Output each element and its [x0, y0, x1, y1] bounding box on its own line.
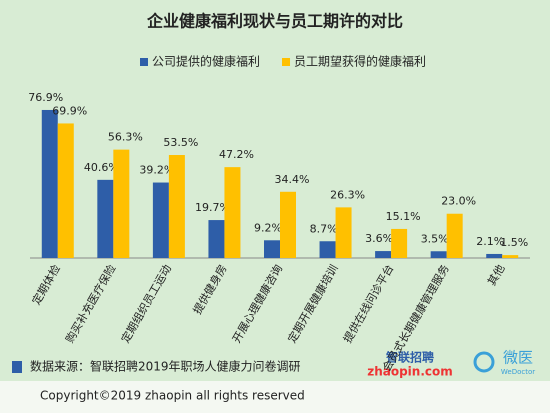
- data-label: 76.9%: [28, 91, 63, 104]
- data-label: 40.6%: [84, 161, 119, 174]
- bar: [57, 123, 74, 258]
- bar: [280, 191, 296, 258]
- bar: [335, 207, 352, 258]
- data-label: 56.3%: [108, 131, 143, 144]
- logo-text: 微医: [503, 349, 533, 367]
- bar: [208, 220, 225, 258]
- data-label: 3.6%: [365, 232, 393, 245]
- data-label: 1.5%: [500, 236, 528, 249]
- data-label: 2.1%: [476, 235, 504, 248]
- copyright: Copyright©2019 zhaopin all rights reserv…: [40, 389, 305, 403]
- source-icon: [12, 361, 22, 373]
- bar: [113, 149, 130, 258]
- logo-text: WeDoctor: [501, 368, 535, 376]
- legend-label: 员工期望获得的健康福利: [294, 54, 426, 69]
- bar: [446, 213, 463, 258]
- data-label: 19.7%: [195, 201, 230, 214]
- bar: [391, 228, 408, 258]
- bar: [224, 167, 241, 258]
- legend-swatch: [140, 58, 148, 66]
- data-label: 9.2%: [254, 221, 282, 234]
- data-label: 15.1%: [386, 210, 421, 223]
- logo-icon: [473, 351, 495, 373]
- legend-label: 公司提供的健康福利: [152, 54, 260, 69]
- bar: [152, 182, 169, 258]
- data-label: 39.2%: [139, 164, 174, 177]
- logo-text: 智联招聘: [385, 350, 434, 365]
- legend-swatch: [282, 58, 291, 66]
- bar: [375, 251, 392, 258]
- data-label: 34.4%: [275, 173, 310, 186]
- bar: [430, 251, 447, 258]
- bar: [264, 240, 280, 258]
- bar: [41, 109, 58, 258]
- chart-title: 企业健康福利现状与员工期许的对比: [146, 12, 403, 31]
- data-label: 69.9%: [52, 104, 87, 117]
- source: 数据来源：智联招聘2019年职场人健康力问卷调研: [30, 359, 301, 374]
- logo-text: zhaopin.com: [367, 365, 453, 379]
- bar: [486, 253, 503, 258]
- data-label: 8.7%: [310, 222, 338, 235]
- bar: [97, 179, 114, 258]
- bar: [502, 255, 519, 258]
- data-label: 53.5%: [163, 136, 198, 149]
- data-label: 3.5%: [421, 232, 449, 245]
- bar: [319, 241, 336, 258]
- data-label: 47.2%: [219, 148, 254, 161]
- data-label: 23.0%: [441, 195, 476, 208]
- data-label: 26.3%: [330, 188, 365, 201]
- footer-band: [0, 381, 550, 413]
- bar: [168, 155, 185, 258]
